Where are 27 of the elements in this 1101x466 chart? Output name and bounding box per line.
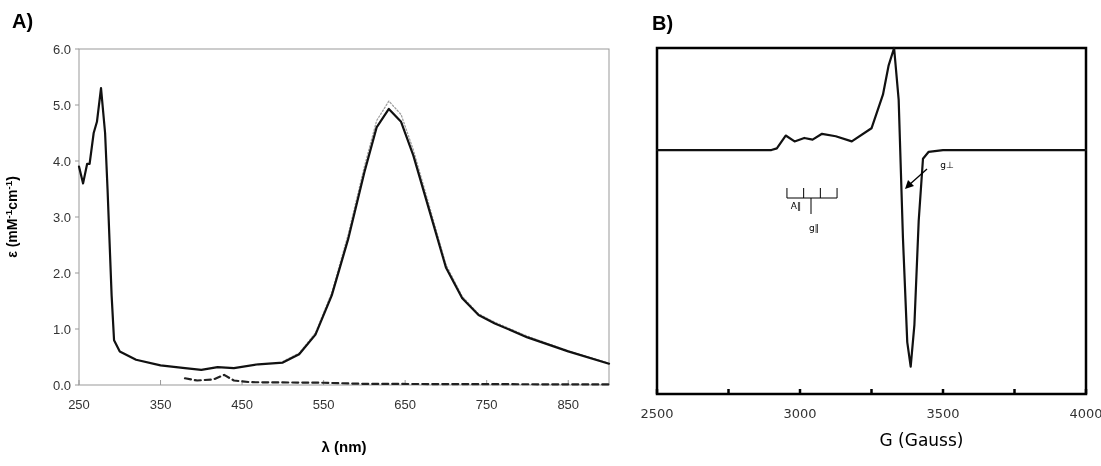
chart-title: A) — [12, 10, 34, 32]
x-tick-label: 650 — [394, 397, 417, 412]
y-tick-label: 3.0 — [52, 209, 71, 225]
x-tick-label: 250 — [68, 397, 90, 412]
x-tick-label: 550 — [312, 397, 335, 412]
x-tick-label: 850 — [557, 397, 580, 412]
x-tick-label: 4000 — [1069, 406, 1101, 421]
x-tick-label: 3000 — [783, 406, 817, 421]
line-series — [77, 87, 611, 371]
y-tick-label: 6.0 — [52, 41, 71, 57]
x-axis-title: λ (nm) — [321, 438, 367, 455]
y-tick-label: 5.0 — [52, 97, 71, 113]
annotation: g⊥ — [940, 160, 954, 170]
line-series — [183, 373, 611, 386]
x-tick-label: 3500 — [926, 406, 960, 421]
x-tick-label: 350 — [149, 397, 172, 412]
x-tick-label: 750 — [475, 397, 498, 412]
x-tick-label: 450 — [231, 397, 253, 412]
y-tick-label: 1.0 — [52, 321, 71, 337]
y-tick-label: 0.0 — [52, 377, 71, 393]
x-tick-label: 2500 — [640, 406, 674, 421]
annotation: A∥ — [790, 201, 802, 211]
chart-title: B) — [652, 12, 674, 34]
annotation: g∥ — [808, 223, 820, 233]
x-axis-title: G (Gauss) — [879, 430, 964, 450]
y-tick-label: 2.0 — [52, 265, 71, 281]
y-tick-label: 4.0 — [52, 153, 71, 169]
